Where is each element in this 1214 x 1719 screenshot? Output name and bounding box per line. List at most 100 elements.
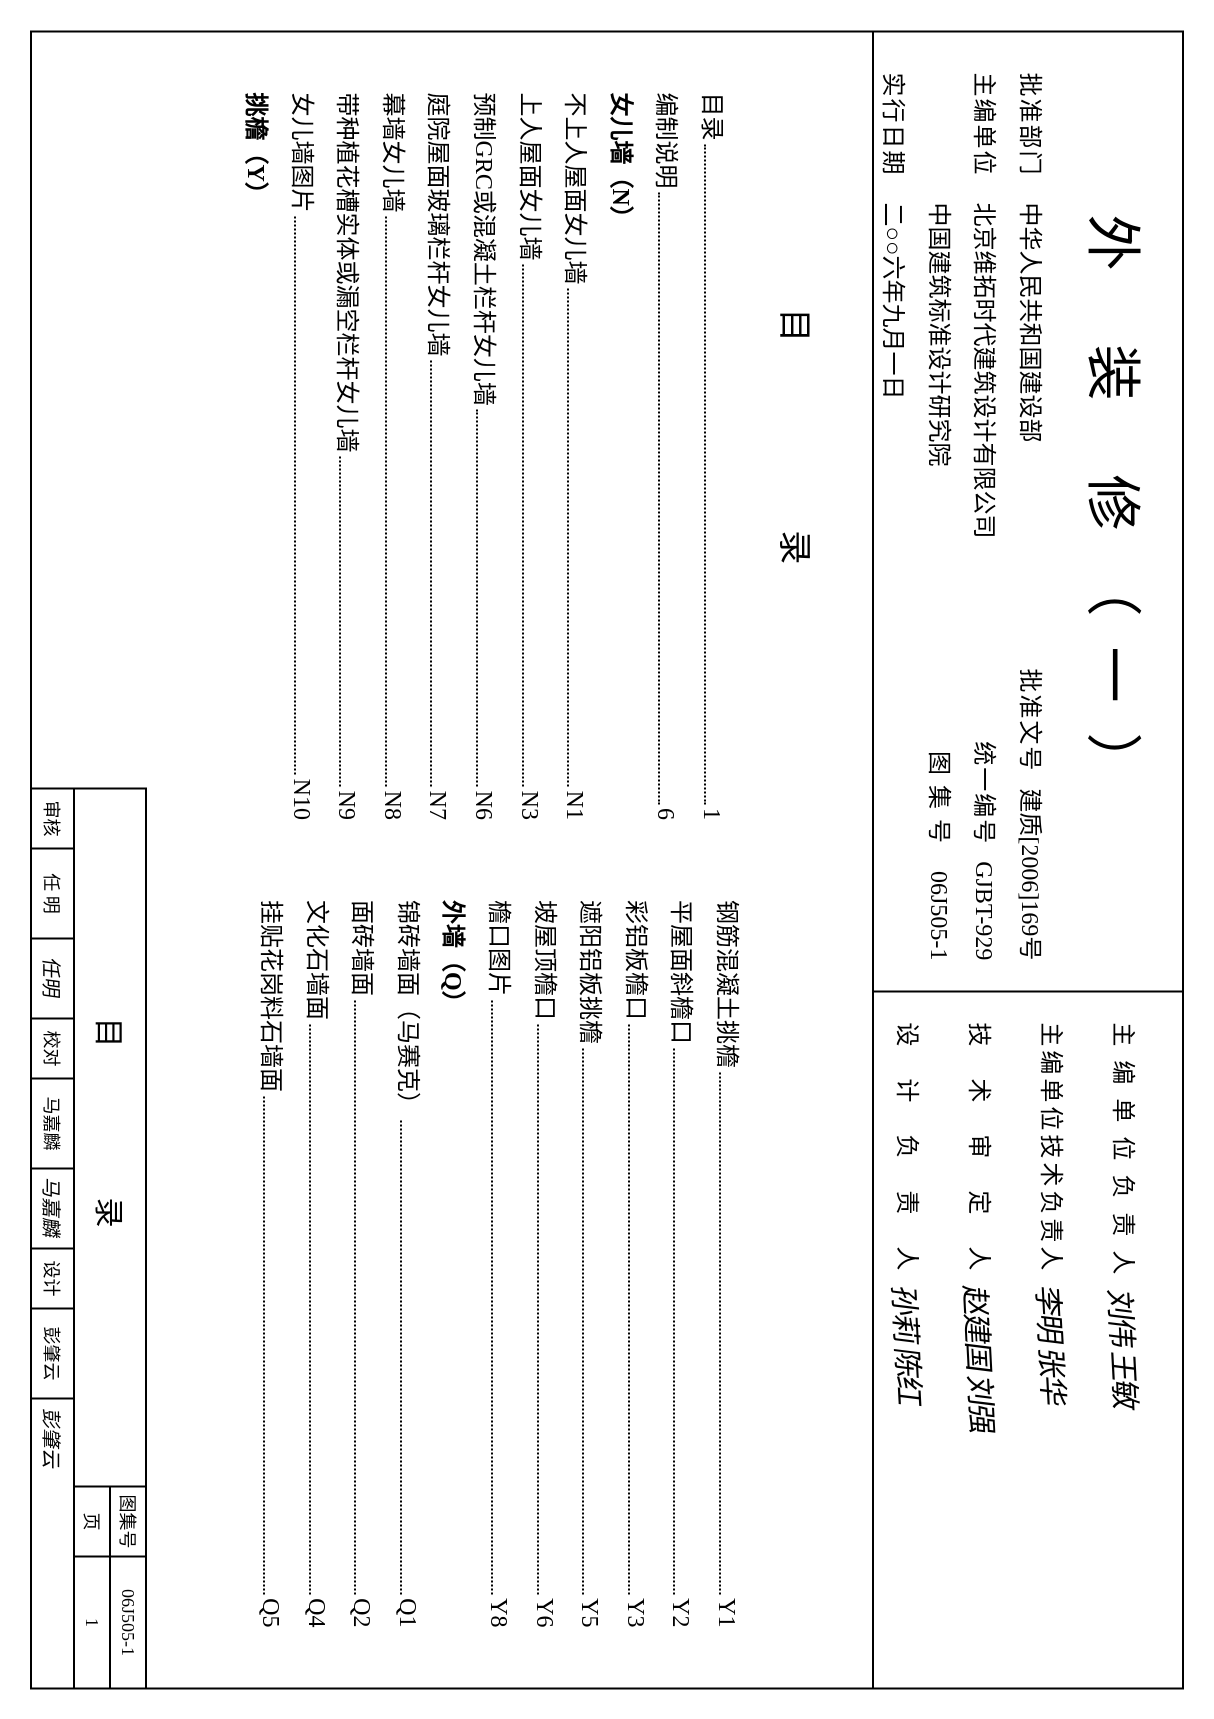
toc-dots bbox=[567, 288, 569, 786]
toc-dots bbox=[400, 1120, 402, 1594]
toc-text: 彩铝板檐口 bbox=[611, 900, 657, 1020]
info-label bbox=[914, 72, 960, 202]
toc-page: Q5 bbox=[246, 1598, 292, 1627]
signature-label: 设 计 负 责 人 bbox=[876, 1022, 934, 1274]
signature-row: 主编单位技术负责人 李明 张华 bbox=[1013, 1022, 1085, 1657]
toc-text: 遮阳铝板挑檐 bbox=[566, 900, 612, 1044]
toc-dots bbox=[582, 1048, 584, 1594]
toc-line: 幕墙女儿墙N8 bbox=[368, 92, 414, 820]
signature-row: 技 术 审 定 人 赵建国 刘强 bbox=[941, 1022, 1013, 1657]
toc-page: 1 bbox=[687, 808, 733, 820]
toc-line: 挑檐（Y） bbox=[231, 92, 277, 820]
info-value: 中华人民共和国建设部 bbox=[1005, 202, 1051, 668]
toc-text: 钢筋混凝土挑檐 bbox=[702, 900, 748, 1068]
document-page: 外 装 修（一） 批准部门 中华人民共和国建设部 批准文号 建质[2006]16… bbox=[30, 30, 1184, 1689]
info-label: 实行日期 bbox=[869, 72, 915, 202]
toc-page: Q2 bbox=[338, 1598, 384, 1627]
toc-text: 平屋面斜檐口 bbox=[657, 900, 703, 1044]
toc-line: 文化石墙面Q4 bbox=[292, 900, 338, 1628]
footer-meta: 图集号 06J505-1 页 1 bbox=[75, 1487, 145, 1687]
toc-line: 不上人屋面女儿墙N1 bbox=[551, 92, 597, 820]
toc-dots bbox=[476, 409, 478, 786]
footer-tuji-val: 06J505-1 bbox=[118, 1557, 139, 1687]
toc-dots bbox=[719, 1072, 721, 1594]
toc-line: 钢筋混凝土挑檐 Y1 bbox=[702, 900, 748, 1628]
toc-page: 6 bbox=[642, 808, 688, 820]
footer-tuji-row: 图集号 06J505-1 bbox=[109, 1487, 145, 1687]
signature-mark: 孙莉 陈红 bbox=[866, 1281, 944, 1408]
footer-signature: 任明 bbox=[32, 939, 73, 1019]
toc-page: Y1 bbox=[702, 1598, 748, 1627]
info-label: 主编单位 bbox=[960, 72, 1006, 202]
footer-role-name: 马嘉麟 bbox=[32, 1079, 73, 1169]
toc-page: Y8 bbox=[474, 1598, 520, 1627]
toc-page: Q4 bbox=[292, 1598, 338, 1627]
info-right-value: GJBT-929 bbox=[960, 861, 1006, 960]
toc-dots bbox=[658, 192, 660, 804]
toc-text: 目录 bbox=[687, 92, 733, 140]
toc-text: 庭院屋面玻璃栏杆女儿墙 bbox=[414, 92, 460, 356]
info-row: 中国建筑标准设计研究院 图 集 号 06J505-1 bbox=[914, 72, 960, 960]
footer-title: 目 录 bbox=[75, 789, 145, 1487]
info-table: 批准部门 中华人民共和国建设部 批准文号 建质[2006]169号 主编单位 北… bbox=[869, 72, 1051, 960]
toc-heading: 目 录 bbox=[743, 92, 822, 820]
toc-page: N10 bbox=[277, 778, 323, 819]
footer-box: 目 录 图集号 06J505-1 页 1 审核任 明任明校对马嘉麟马嘉麟设计彭肇… bbox=[32, 787, 147, 1687]
toc-page: Y3 bbox=[611, 1598, 657, 1627]
toc-page: Y5 bbox=[566, 1598, 612, 1627]
footer-role-label: 设计 bbox=[32, 1249, 73, 1309]
info-right: 统一编号 GJBT-929 bbox=[960, 741, 1006, 960]
signature-label: 技 术 审 定 人 bbox=[948, 1022, 1006, 1274]
toc-page: Y6 bbox=[520, 1598, 566, 1627]
toc-text: 檐口图片 bbox=[474, 900, 520, 996]
toc-dots bbox=[430, 360, 432, 786]
toc-line: 预制GRC或混凝土栏杆女儿墙 N6 bbox=[459, 92, 505, 820]
toc-column-right: 钢筋混凝土挑檐 Y1 平屋面斜檐口 Y2 彩铝板檐口 Y3 遮阳铝板挑檐 Y5 坡屋顶檐口 Y6 檐… bbox=[167, 900, 822, 1628]
footer-role-label: 校对 bbox=[32, 1019, 73, 1079]
toc-text: 编制说明 bbox=[642, 92, 688, 188]
toc-dots bbox=[628, 1024, 630, 1594]
header-right: 主 编 单 位 负 责 人 刘伟 王敏 主编单位技术负责人 李明 张华 技 术 … bbox=[874, 992, 1182, 1687]
toc-line: 平屋面斜檐口 Y2 bbox=[657, 900, 703, 1628]
toc-text: 女儿墙（N） bbox=[596, 92, 642, 229]
footer-role-name: 任 明 bbox=[32, 849, 73, 939]
footer-bottom: 审核任 明任明校对马嘉麟马嘉麟设计彭肇云彭肇云 bbox=[32, 789, 73, 1687]
toc-dots bbox=[385, 216, 387, 786]
footer-signature: 马嘉麟 bbox=[32, 1169, 73, 1249]
signature-mark: 刘伟 王敏 bbox=[1082, 1285, 1160, 1412]
info-value: 北京维拓时代建筑设计有限公司 bbox=[960, 202, 1006, 741]
toc-dots bbox=[491, 1000, 493, 1594]
info-right-label: 批准文号 bbox=[1005, 668, 1051, 788]
header-left: 外 装 修（一） 批准部门 中华人民共和国建设部 批准文号 建质[2006]16… bbox=[874, 32, 1182, 992]
toc-page: Y2 bbox=[657, 1598, 703, 1627]
toc-text: 挂贴花岗料石墙面 bbox=[246, 900, 292, 1092]
footer: 目 录 图集号 06J505-1 页 1 审核任 明任明校对马嘉麟马嘉麟设计彭肇… bbox=[32, 32, 147, 1687]
toc-line: 坡屋顶檐口 Y6 bbox=[520, 900, 566, 1628]
toc-line: 女儿墙图片N10 bbox=[277, 92, 323, 820]
toc-line: 庭院屋面玻璃栏杆女儿墙N7 bbox=[414, 92, 460, 820]
toc-text: 预制GRC或混凝土栏杆女儿墙 bbox=[459, 92, 505, 405]
info-right bbox=[869, 840, 915, 960]
toc-line: 挂贴花岗料石墙面 Q5 bbox=[246, 900, 292, 1628]
toc-page: Q1 bbox=[383, 1598, 429, 1627]
footer-page-row: 页 1 bbox=[75, 1487, 109, 1687]
info-right-label: 统一编号 bbox=[960, 741, 1006, 861]
toc-page: N6 bbox=[459, 790, 505, 819]
toc-dots bbox=[354, 1000, 356, 1594]
toc-dots bbox=[673, 1048, 675, 1594]
toc-text: 不上人屋面女儿墙 bbox=[551, 92, 597, 284]
toc-text: 幕墙女儿墙 bbox=[368, 92, 414, 212]
info-value: 二○○六年九月一日 bbox=[869, 202, 915, 840]
toc-line: 锦砖墙面（马赛克）Q1 bbox=[383, 900, 429, 1628]
toc-page: N9 bbox=[323, 790, 369, 819]
info-row: 主编单位 北京维拓时代建筑设计有限公司 统一编号 GJBT-929 bbox=[960, 72, 1006, 960]
toc-line: 女儿墙（N） bbox=[596, 92, 642, 820]
toc-dots bbox=[522, 264, 524, 786]
toc-dots bbox=[263, 1096, 265, 1594]
toc-line: 面砖墙面Q2 bbox=[338, 900, 384, 1628]
toc-text: 坡屋顶檐口 bbox=[520, 900, 566, 1020]
footer-signature: 彭肇云 bbox=[32, 1399, 73, 1479]
toc-dots bbox=[294, 216, 296, 774]
toc-page: N3 bbox=[505, 790, 551, 819]
toc-line: 编制说明 6 bbox=[642, 92, 688, 820]
